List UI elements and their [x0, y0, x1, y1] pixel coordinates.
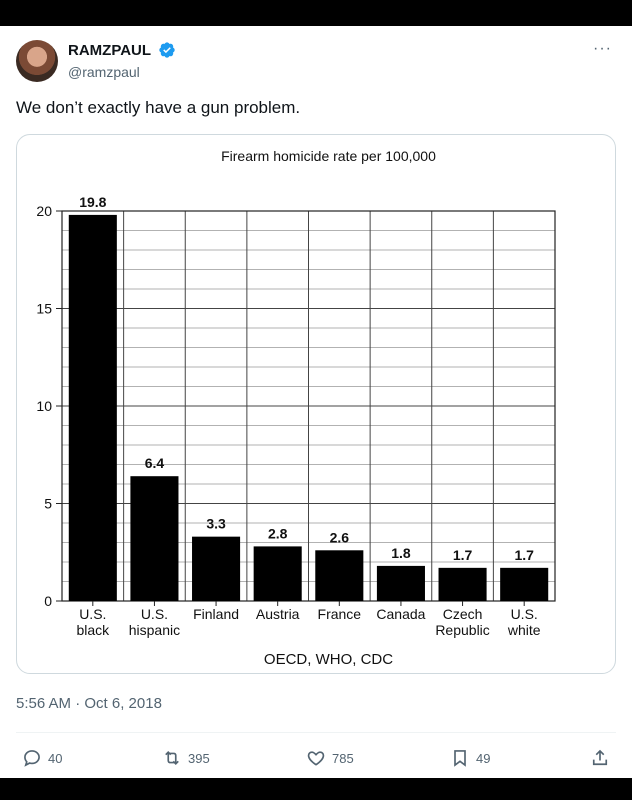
bar — [500, 567, 549, 601]
author-handle[interactable]: @ramzpaul — [68, 64, 140, 80]
data-label: 1.7 — [514, 547, 534, 563]
bar — [438, 567, 487, 601]
data-label: 3.3 — [206, 516, 226, 532]
y-tick-label: 5 — [44, 496, 52, 512]
bar — [130, 476, 179, 601]
chart-source: OECD, WHO, CDC — [264, 651, 393, 668]
more-options-icon[interactable]: ··· — [593, 40, 612, 57]
bookmark-count: 49 — [476, 750, 491, 766]
x-tick-label: U.S. — [79, 606, 106, 622]
bar-chart: Firearm homicide rate per 100,000 0 5 10 15 2… — [36, 148, 556, 668]
bar — [68, 214, 117, 601]
y-tick-label: 20 — [36, 203, 52, 219]
heart-icon — [307, 751, 325, 766]
x-tick-label: black — [76, 622, 110, 638]
avatar[interactable] — [16, 40, 58, 82]
reply-button[interactable]: 40 — [22, 748, 62, 768]
x-tick-label: Czech — [443, 606, 483, 622]
x-tick-label: U.S. — [141, 606, 168, 622]
bookmark-icon — [454, 750, 466, 767]
bar — [192, 536, 241, 601]
x-tick-label: Finland — [193, 606, 239, 622]
data-label: 2.6 — [330, 529, 350, 545]
like-count: 785 — [332, 750, 354, 766]
retweet-button[interactable]: 395 — [162, 748, 210, 768]
x-tick-label: Canada — [376, 606, 425, 622]
reply-icon — [24, 750, 40, 767]
data-label: 1.7 — [453, 547, 473, 563]
tweet-text: We don’t exactly have a gun problem. — [16, 98, 301, 117]
bar — [376, 565, 425, 601]
bar — [253, 546, 302, 601]
divider — [16, 732, 616, 733]
y-tick-label: 0 — [44, 593, 52, 609]
y-tick-label: 10 — [36, 398, 52, 414]
chart-image[interactable]: Firearm homicide rate per 100,000 0 5 10 15 2… — [16, 134, 616, 674]
bar — [315, 550, 364, 601]
like-button[interactable]: 785 — [306, 748, 354, 768]
y-tick-label: 15 — [36, 301, 52, 317]
tweet-card: RAMZPAUL @ramzpaul ··· We don’t exactly … — [0, 26, 632, 778]
verified-badge-icon — [159, 42, 175, 58]
x-tick-label: U.S. — [511, 606, 538, 622]
data-label: 6.4 — [145, 455, 165, 471]
x-tick-label: white — [507, 622, 541, 638]
chart-title: Firearm homicide rate per 100,000 — [221, 148, 436, 164]
data-label: 1.8 — [391, 545, 411, 561]
bookmark-button[interactable]: 49 — [450, 748, 490, 768]
reply-count: 40 — [48, 750, 63, 766]
x-tick-label: France — [318, 606, 362, 622]
author-name[interactable]: RAMZPAUL — [68, 42, 152, 59]
action-bar: 40 395 785 49 — [0, 748, 632, 768]
retweet-count: 395 — [188, 750, 210, 766]
share-button[interactable] — [590, 748, 610, 768]
data-label: 2.8 — [268, 525, 288, 541]
data-label: 19.8 — [79, 194, 106, 210]
x-tick-label: Austria — [256, 606, 300, 622]
share-icon — [592, 749, 608, 766]
x-tick-label: Republic — [435, 622, 489, 638]
retweet-icon — [165, 750, 179, 766]
tweet-timestamp[interactable]: 5:56 AM · Oct 6, 2018 — [16, 695, 162, 712]
x-tick-label: hispanic — [129, 622, 180, 638]
